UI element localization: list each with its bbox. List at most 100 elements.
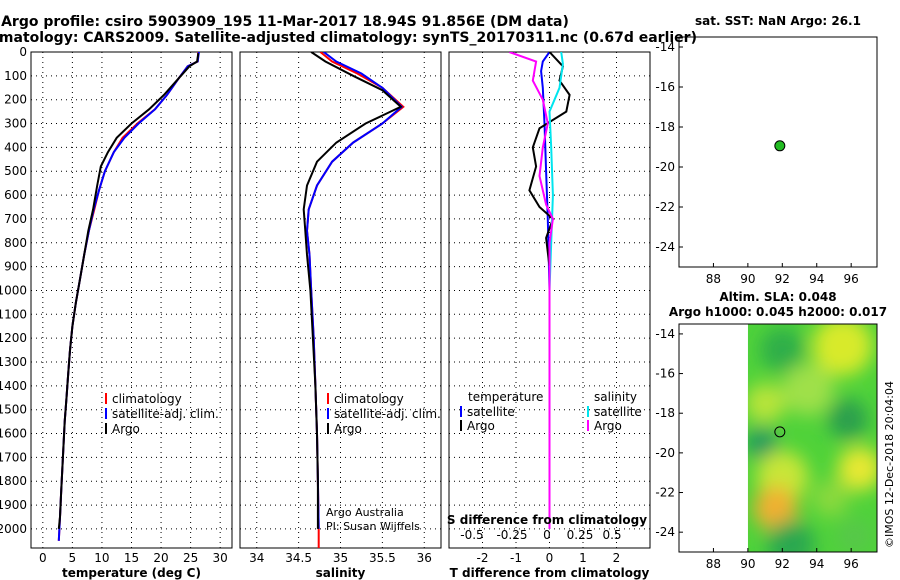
legend-label: climatology xyxy=(334,392,404,406)
y-tick-label: -20 xyxy=(655,160,675,174)
x-tick-label: 92 xyxy=(775,557,790,571)
secondary-tick-label: 0 xyxy=(543,528,551,542)
x-tick-label: 34 xyxy=(249,551,264,565)
y-tick-label: 600 xyxy=(4,188,27,202)
x-axis-label: salinity xyxy=(316,566,366,580)
x-tick-label: 90 xyxy=(740,557,755,571)
figure-title-line2: Climatology: CARS2009. Satellite-adjuste… xyxy=(0,30,697,46)
y-tick-label: 100 xyxy=(4,69,27,83)
legend-label: climatology xyxy=(112,392,182,406)
y-tick-label: 1800 xyxy=(0,474,27,488)
figure-title-line1: Argo profile: csiro 5903909_195 11-Mar-2… xyxy=(1,14,569,30)
secondary-tick-label: -0.5 xyxy=(460,528,483,542)
x-tick-label: 94 xyxy=(809,557,824,571)
x-tick-label: 30 xyxy=(213,551,228,565)
x-tick-label: -2 xyxy=(477,551,489,565)
x-tick-label: 88 xyxy=(706,272,721,286)
series-argo xyxy=(302,52,403,529)
y-tick-label: -18 xyxy=(655,120,675,134)
argo-location-marker xyxy=(774,140,786,152)
x-tick-label: 34.5 xyxy=(285,551,312,565)
x-tick-label: 96 xyxy=(844,557,859,571)
y-tick-label: 1200 xyxy=(0,331,27,345)
legend-label: Argo xyxy=(334,422,362,436)
x-tick-label: 35.5 xyxy=(369,551,396,565)
x-tick-label: 0 xyxy=(39,551,47,565)
y-tick-label: 900 xyxy=(4,260,27,274)
heatmap-blobs xyxy=(747,324,877,552)
heatmap-cell xyxy=(766,520,815,552)
y-tick-label: 400 xyxy=(4,140,27,154)
argo-location-marker xyxy=(774,426,786,438)
y-tick-label: -24 xyxy=(655,525,675,539)
y-tick-label: 1900 xyxy=(0,498,27,512)
y-tick-label: 1500 xyxy=(0,403,27,417)
x-tick-label: 92 xyxy=(775,272,790,286)
temperature-panel: 0 5 10 15 20 25 300100200300400500600700800900… xyxy=(0,45,233,580)
x-tick-label: 0 xyxy=(546,551,554,565)
y-tick-label: 1300 xyxy=(0,355,27,369)
sst_map-frame xyxy=(678,36,878,268)
series-argo xyxy=(57,53,200,530)
salinity-panel: 34 34.5 35 35.5 36 salinity climatologysatelli… xyxy=(239,51,442,580)
annotation-argo-australia: Argo Australia xyxy=(326,506,404,519)
sla-heatmap xyxy=(747,324,877,552)
series-salinity-satellite xyxy=(548,52,564,529)
y-tick-label: -14 xyxy=(655,327,675,341)
heatmap-cell xyxy=(747,383,786,424)
x-tick-label: 15 xyxy=(124,551,139,565)
x-tick-label: 96 xyxy=(844,272,859,286)
y-tick-label: 1600 xyxy=(0,427,27,441)
y-tick-label: -20 xyxy=(655,446,675,460)
annotation-pi: PI: Susan Wijffels xyxy=(326,520,420,533)
series-climatology xyxy=(305,52,405,548)
y-tick-label: -22 xyxy=(655,200,675,214)
secondary-tick-label: -0.25 xyxy=(496,528,527,542)
heatmap-cell xyxy=(827,399,868,440)
heatmap-cell xyxy=(747,426,778,459)
x-tick-label: 20 xyxy=(153,551,168,565)
sst-title: sat. SST: NaN Argo: 26.1 xyxy=(695,14,861,28)
y-tick-label: 1400 xyxy=(0,379,27,393)
x-tick-label: 94 xyxy=(809,272,824,286)
heatmap-cell xyxy=(753,486,798,531)
legend-group-temperature: temperature xyxy=(468,390,543,404)
x-tick-label: 10 xyxy=(94,551,109,565)
y-tick-label: -24 xyxy=(655,240,675,254)
y-tick-label: 800 xyxy=(4,236,27,250)
secondary-tick-label: 0.5 xyxy=(602,528,621,542)
sla_map-frame xyxy=(678,323,878,553)
secondary-axis-label: S difference from climatology xyxy=(447,513,647,527)
legend-group-salinity: salinity xyxy=(594,390,637,404)
heatmap-cell xyxy=(782,363,835,416)
legend-label: Argo xyxy=(467,419,495,433)
sla-title-line2: Argo h1000: 0.045 h2000: 0.017 xyxy=(669,305,887,319)
x-tick-label: -1 xyxy=(510,551,522,565)
y-tick-label: 1700 xyxy=(0,450,27,464)
series-salinity-argo xyxy=(508,52,554,529)
y-tick-label: 1000 xyxy=(0,283,27,297)
legend-label: satellite xyxy=(467,405,515,419)
sla-title-line1: Altim. SLA: 0.048 xyxy=(719,290,836,304)
heatmap-cell xyxy=(812,324,873,376)
x-axis-label: temperature (deg C) xyxy=(62,566,201,580)
heatmap-cell xyxy=(812,480,849,517)
legend-label: Argo xyxy=(112,422,140,436)
x-tick-label: 5 xyxy=(69,551,77,565)
heatmap-cell xyxy=(760,327,805,372)
series-satellite-adj-clim- xyxy=(305,52,404,529)
legend-label: satellite xyxy=(594,405,642,419)
x-tick-label: 90 xyxy=(740,272,755,286)
heatmap-cell xyxy=(836,518,873,552)
x-axis-label: T difference from climatology xyxy=(450,566,650,580)
x-tick-label: 88 xyxy=(706,557,721,571)
y-tick-label: 0 xyxy=(19,45,27,59)
sst-map-panel: sat. SST: NaN Argo: 26.1 88 90 92 94 96 -14 -16… xyxy=(655,14,878,286)
x-tick-label: 36 xyxy=(417,551,432,565)
y-tick-label: 500 xyxy=(4,164,27,178)
heatmap-cell xyxy=(837,446,877,491)
x-tick-label: 2 xyxy=(613,551,621,565)
y-tick-label: -22 xyxy=(655,486,675,500)
